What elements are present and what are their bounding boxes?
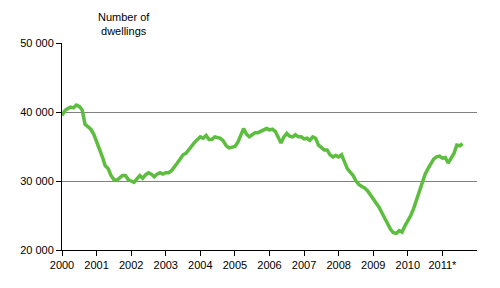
svg-text:40 000: 40 000 [20,106,54,118]
svg-text:Number ofdwellings: Number ofdwellings [98,11,150,37]
svg-text:2005: 2005 [223,259,247,271]
svg-text:2003: 2003 [154,259,178,271]
svg-text:20 000: 20 000 [20,244,54,256]
svg-text:2010: 2010 [396,259,420,271]
svg-text:2002: 2002 [119,259,143,271]
svg-text:2000: 2000 [50,259,74,271]
svg-text:2008: 2008 [326,259,350,271]
svg-text:2006: 2006 [257,259,281,271]
svg-text:2009: 2009 [361,259,385,271]
svg-text:2007: 2007 [292,259,316,271]
svg-text:2011*: 2011* [428,259,457,271]
svg-text:30 000: 30 000 [20,175,54,187]
svg-text:2004: 2004 [188,259,212,271]
svg-text:2001: 2001 [84,259,108,271]
svg-text:50 000: 50 000 [20,37,54,49]
